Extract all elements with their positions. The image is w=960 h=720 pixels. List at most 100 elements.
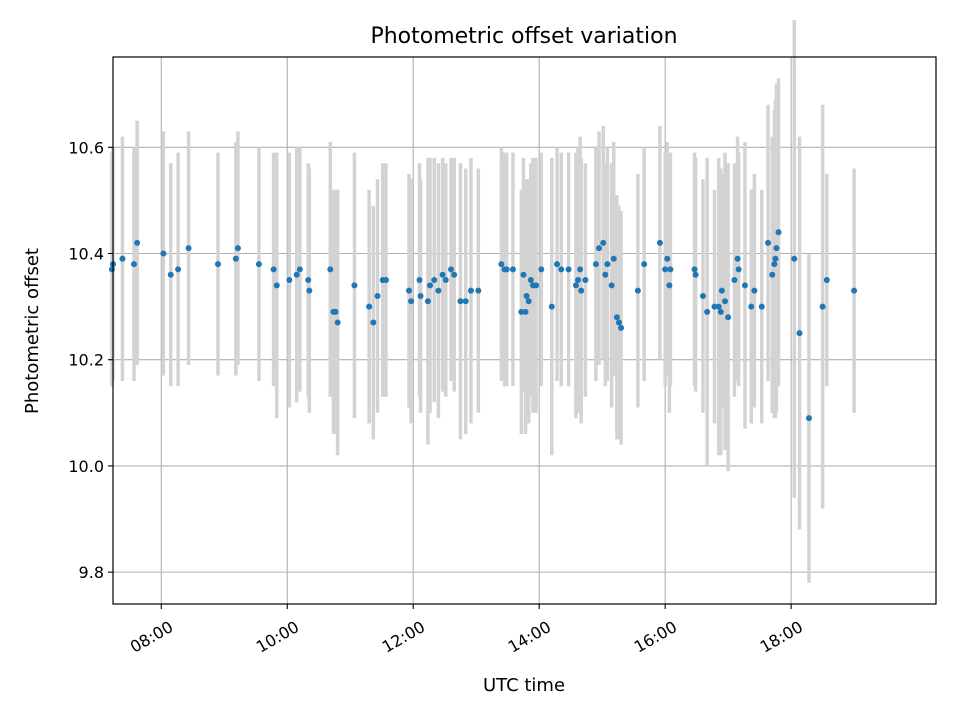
data-point bbox=[273, 282, 280, 289]
data-point bbox=[370, 319, 377, 326]
data-point bbox=[662, 266, 669, 273]
data-point bbox=[773, 245, 780, 252]
plot-frame bbox=[112, 56, 937, 605]
data-point bbox=[641, 261, 648, 268]
data-point bbox=[214, 261, 221, 268]
data-point bbox=[554, 261, 561, 268]
y-tick-label: 10.2 bbox=[68, 351, 104, 370]
data-point bbox=[522, 308, 529, 315]
data-point bbox=[725, 314, 732, 321]
data-point bbox=[592, 261, 599, 268]
data-point bbox=[775, 229, 782, 236]
data-point bbox=[735, 266, 742, 273]
data-point bbox=[602, 271, 609, 278]
data-point bbox=[748, 303, 755, 310]
data-point bbox=[577, 266, 584, 273]
data-point bbox=[334, 319, 341, 326]
data-point bbox=[565, 266, 572, 273]
data-point bbox=[416, 277, 423, 284]
data-point bbox=[634, 287, 641, 294]
data-point bbox=[439, 271, 446, 278]
data-point bbox=[711, 303, 718, 310]
data-point bbox=[130, 261, 137, 268]
data-point bbox=[306, 287, 313, 294]
data-point bbox=[185, 245, 192, 252]
x-axis-label: UTC time bbox=[483, 675, 565, 696]
data-point bbox=[457, 298, 464, 305]
data-point bbox=[518, 308, 525, 315]
y-tick-label: 9.8 bbox=[79, 563, 104, 582]
data-point bbox=[734, 255, 741, 262]
data-point bbox=[293, 271, 300, 278]
data-point bbox=[610, 255, 617, 262]
data-point bbox=[175, 266, 182, 273]
data-point bbox=[332, 308, 339, 315]
data-point bbox=[255, 261, 262, 268]
data-point bbox=[851, 287, 858, 294]
data-point bbox=[805, 415, 812, 422]
data-point bbox=[417, 292, 424, 299]
y-axis-label: Photometric offset bbox=[22, 248, 43, 414]
data-point bbox=[382, 277, 389, 284]
data-point bbox=[448, 266, 455, 273]
data-point bbox=[119, 255, 126, 262]
data-point bbox=[424, 298, 431, 305]
y-tick-label: 10.4 bbox=[68, 244, 104, 263]
data-point bbox=[796, 330, 803, 337]
data-point bbox=[765, 239, 772, 246]
data-point bbox=[722, 298, 729, 305]
y-tick-label: 10.6 bbox=[68, 138, 104, 157]
data-point bbox=[791, 255, 798, 262]
data-point bbox=[431, 277, 438, 284]
data-point bbox=[533, 282, 540, 289]
data-point bbox=[167, 271, 174, 278]
data-point bbox=[520, 271, 527, 278]
data-point bbox=[366, 303, 373, 310]
data-point bbox=[600, 239, 607, 246]
data-point bbox=[575, 277, 582, 284]
data-point bbox=[666, 282, 673, 289]
data-point bbox=[741, 282, 748, 289]
data-point bbox=[823, 277, 830, 284]
data-point bbox=[435, 287, 442, 294]
data-point bbox=[548, 303, 555, 310]
data-point bbox=[699, 292, 706, 299]
data-point bbox=[558, 266, 565, 273]
data-point bbox=[578, 287, 585, 294]
data-point bbox=[582, 277, 589, 284]
data-point bbox=[538, 266, 545, 273]
data-point bbox=[664, 255, 671, 262]
data-point bbox=[475, 287, 482, 294]
data-point bbox=[351, 282, 358, 289]
data-point bbox=[615, 319, 622, 326]
data-point bbox=[467, 287, 474, 294]
data-point bbox=[769, 271, 776, 278]
data-point bbox=[604, 261, 611, 268]
data-point bbox=[286, 277, 293, 284]
data-point bbox=[692, 271, 699, 278]
data-point bbox=[758, 303, 765, 310]
y-tick-label: 10.0 bbox=[68, 457, 104, 476]
data-point bbox=[462, 298, 469, 305]
data-point bbox=[718, 287, 725, 294]
data-point bbox=[715, 303, 722, 310]
data-point bbox=[523, 292, 530, 299]
data-point bbox=[656, 239, 663, 246]
data-point bbox=[406, 287, 413, 294]
data-point bbox=[731, 277, 738, 284]
data-point bbox=[667, 266, 674, 273]
chart-title: Photometric offset variation bbox=[370, 24, 677, 49]
data-point bbox=[608, 282, 615, 289]
data-point bbox=[270, 266, 277, 273]
data-point bbox=[327, 266, 334, 273]
data-point bbox=[234, 245, 241, 252]
data-point bbox=[717, 308, 724, 315]
data-point bbox=[509, 266, 516, 273]
data-point bbox=[442, 277, 449, 284]
data-point bbox=[160, 250, 167, 257]
data-point bbox=[451, 271, 458, 278]
data-point bbox=[296, 266, 303, 273]
data-point bbox=[691, 266, 698, 273]
data-point bbox=[408, 298, 415, 305]
